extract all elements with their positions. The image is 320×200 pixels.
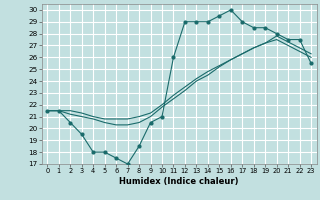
X-axis label: Humidex (Indice chaleur): Humidex (Indice chaleur) — [119, 177, 239, 186]
